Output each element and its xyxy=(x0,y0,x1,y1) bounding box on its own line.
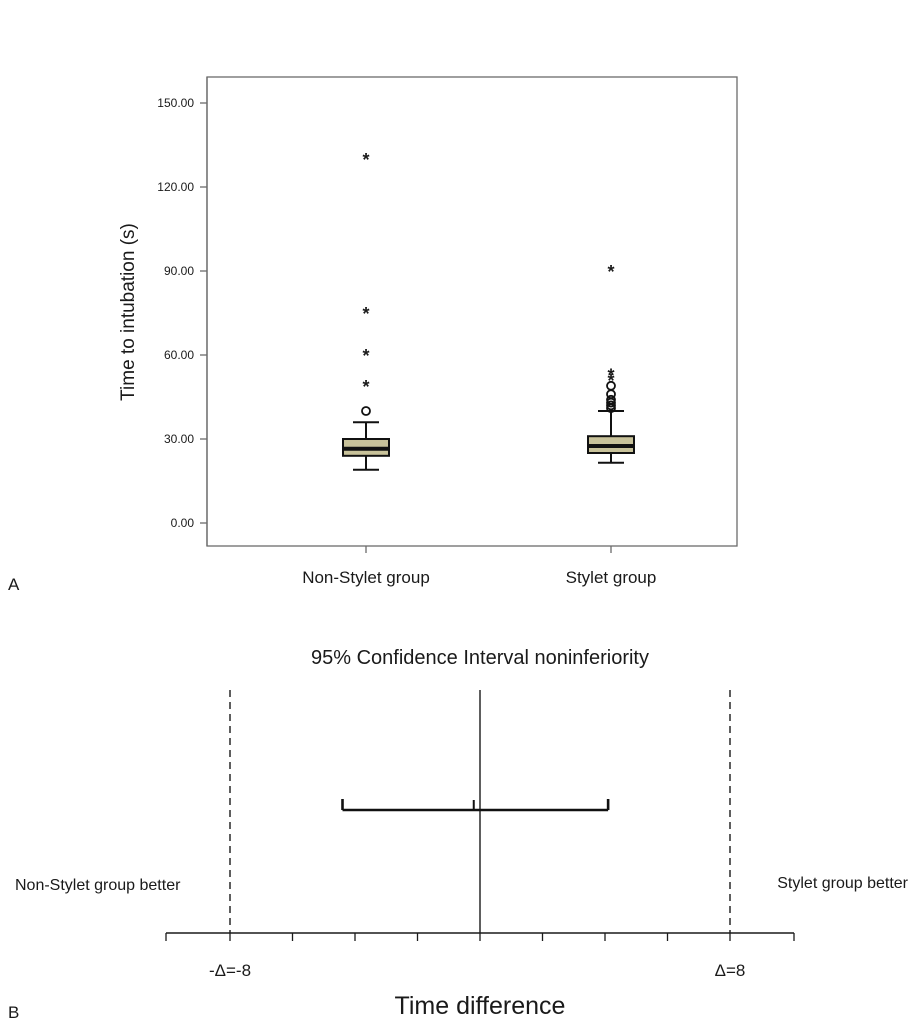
y-axis-ticks: 0.00 30.00 60.00 90.00 120.00 150.00 xyxy=(157,96,207,530)
confidence-interval xyxy=(341,799,610,812)
outlier-circle xyxy=(606,394,616,405)
outlier-star: * xyxy=(607,262,614,282)
x-axis-title: Time difference xyxy=(395,992,566,1020)
box-group: * * * * xyxy=(342,150,390,471)
margin-label: -Δ=-8 xyxy=(209,961,251,980)
panel-b: 95% Confidence Interval noninferiority -… xyxy=(8,647,909,1021)
outlier-star: * xyxy=(362,377,369,397)
x-category-label: Stylet group xyxy=(566,568,657,587)
y-axis-title: Time to intubation (s) xyxy=(118,223,139,401)
box-group: *** xyxy=(587,262,635,464)
outlier-star: * xyxy=(362,150,369,170)
box-series: ******* xyxy=(342,150,635,471)
panel-a-label: A xyxy=(8,575,20,594)
x-axis-ticks xyxy=(165,933,795,941)
outlier-star: * xyxy=(607,371,614,391)
y-tick-label: 90.00 xyxy=(164,264,194,278)
x-category-label: Non-Stylet group xyxy=(302,568,430,587)
panel-b-label: B xyxy=(8,1003,19,1021)
x-axis-categories: Non-Stylet group Stylet group xyxy=(302,546,656,587)
margin-label: Δ=8 xyxy=(715,961,746,980)
outlier-star: * xyxy=(362,346,369,366)
y-tick-label: 120.00 xyxy=(157,180,194,194)
outlier-star: * xyxy=(607,366,614,386)
outlier-circle xyxy=(606,389,616,400)
y-tick-label: 60.00 xyxy=(164,348,194,362)
outlier-circle xyxy=(606,380,616,391)
margin-lines: -Δ=-8 Δ=8 xyxy=(209,690,745,980)
y-tick-label: 30.00 xyxy=(164,432,194,446)
outlier-star: * xyxy=(362,304,369,324)
plot-frame xyxy=(206,76,738,547)
right-annotation: Stylet group better xyxy=(777,875,908,892)
y-tick-label: 0.00 xyxy=(171,516,195,530)
outlier-circle xyxy=(361,406,371,416)
left-annotation: Non-Stylet group better xyxy=(15,877,181,894)
ci-chart-title: 95% Confidence Interval noninferiority xyxy=(311,647,649,669)
y-tick-label: 150.00 xyxy=(157,96,194,110)
panel-a: 0.00 30.00 60.00 90.00 120.00 150.00 Non-Styl… xyxy=(8,76,738,594)
